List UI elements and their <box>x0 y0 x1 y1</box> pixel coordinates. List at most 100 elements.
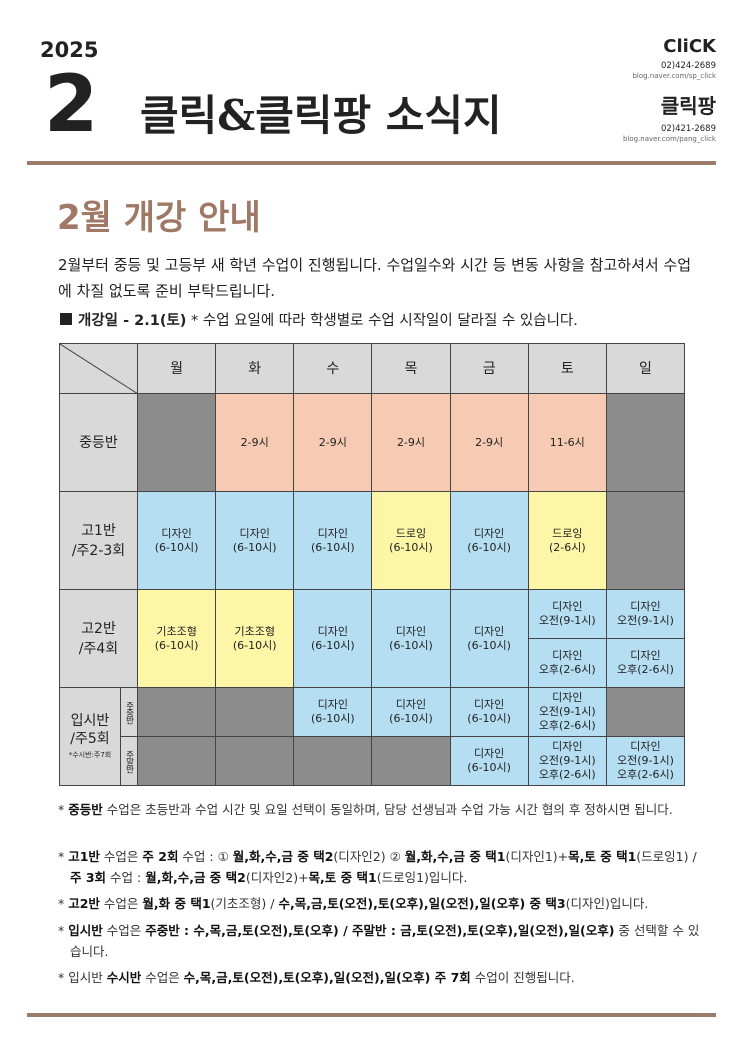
empty-cell <box>605 393 685 492</box>
empty-cell <box>605 687 685 737</box>
section-title: 2월 개강 안내 <box>57 198 261 238</box>
empty-cell <box>215 736 295 786</box>
note-bold: 목,토 중 택1 <box>568 849 637 864</box>
bullet-square <box>60 313 72 325</box>
empty-cell <box>137 736 217 786</box>
subrow-label: 주중반 <box>120 687 138 737</box>
note-text: 수업은 <box>99 896 143 911</box>
phone: 02)421-2689 <box>660 124 716 134</box>
notice-text: * 수업 요일에 따라 학생별로 수업 시작일이 달라질 수 있습니다. <box>191 313 578 329</box>
day-header: 화 <box>215 343 295 394</box>
schedule-cell: 기초조형 (6-10시) <box>215 589 295 688</box>
note-text: 수업은 <box>102 923 146 938</box>
note-text: * <box>58 849 69 864</box>
note-bold: 입시반 <box>68 923 103 938</box>
note-text: * <box>58 896 69 911</box>
brand: CliCK <box>663 36 716 57</box>
note-bold: 주 3회 <box>70 870 107 885</box>
year: 2025 <box>40 38 99 62</box>
note-text: (기초조형) / <box>210 896 279 911</box>
note: * 고1반 수업은 주 2회 수업 : ① 월,화,수,금 중 택2(디자인2)… <box>58 846 710 888</box>
brand: 클릭팡 <box>660 94 716 118</box>
schedule-cell: 11-6시 <box>527 393 607 492</box>
schedule-cell: 디자인 (6-10시) <box>293 491 373 590</box>
note-bold: 수,목,금,토(오전),토(오후),일(오전),일(오후) 주 7회 <box>183 970 471 985</box>
row-label: 고2반 /주4회 <box>59 589 138 688</box>
schedule-cell: 2-9시 <box>449 393 529 492</box>
empty-cell <box>137 393 217 492</box>
note-bold: 중등반 <box>68 802 103 817</box>
day-header: 금 <box>449 343 529 394</box>
row-label: 고1반 /주2-3회 <box>59 491 138 590</box>
schedule-cell: 디자인 오전(9-1시) 오후(2-6시) <box>527 687 607 737</box>
note-text: (디자인2) ② <box>333 849 405 864</box>
note-bold: 고2반 <box>68 896 100 911</box>
note: * 입시반 수업은 주중반 : 수,목,금,토(오전),토(오후) / 주말반 … <box>58 920 710 962</box>
note-bold: 월,화,수,금 중 택2 <box>145 870 246 885</box>
note: * 중등반 수업은 초등반과 수업 시간 및 요일 선택이 동일하며, 담당 선… <box>58 799 710 820</box>
note-text: * 입시반 <box>58 970 107 985</box>
diagonal <box>60 344 138 394</box>
month: 2 <box>44 60 99 150</box>
schedule-cell: 디자인 (6-10시) <box>137 491 217 590</box>
schedule-cell: 기초조형 (6-10시) <box>137 589 217 688</box>
schedule-cell: 디자인 (6-10시) <box>293 687 373 737</box>
day-header: 목 <box>371 343 451 394</box>
schedule-cell: 디자인 오후(2-6시) <box>527 638 607 688</box>
intro: 2월부터 중등 및 고등부 새 학년 수업이 진행됩니다. 수업일수와 시간 등… <box>58 256 692 300</box>
blog: blog.naver.com/sp_click <box>632 72 716 80</box>
schedule-cell: 2-9시 <box>371 393 451 492</box>
empty-cell <box>371 736 451 786</box>
empty-cell <box>605 491 685 590</box>
note-bold: 목,토 중 택1 <box>308 870 377 885</box>
schedule-cell: 디자인 오전(9-1시) 오후(2-6시) <box>527 736 607 786</box>
note-bold: 수,목,금,토(오전),토(오후),일(오전),일(오후) 중 택3 <box>278 896 566 911</box>
schedule-cell: 디자인 오전(9-1시) <box>605 589 685 639</box>
schedule-cell: 드로잉 (2-6시) <box>527 491 607 590</box>
phone: 02)424-2689 <box>660 61 716 71</box>
note-text: 수업 : ① <box>178 849 233 864</box>
schedule-cell: 디자인 (6-10시) <box>449 687 529 737</box>
note-bold: 월,화 중 택1 <box>142 896 211 911</box>
schedule-cell: 디자인 (6-10시) <box>449 589 529 688</box>
day-header: 일 <box>605 343 685 394</box>
note-bold: 주 2회 <box>142 849 179 864</box>
note-bold: 월,화,수,금 중 택2 <box>232 849 334 864</box>
note-text: 중 선택할 수 있습니다. <box>70 923 700 959</box>
empty-cell <box>293 736 373 786</box>
day-header: 월 <box>137 343 217 394</box>
schedule-cell: 디자인 (6-10시) <box>449 491 529 590</box>
note-text: (드로잉1) / <box>636 849 697 864</box>
note-text: 수업 : <box>106 870 146 885</box>
note-bold: 수시반 <box>106 970 142 985</box>
schedule-cell: 디자인 (6-10시) <box>371 687 451 737</box>
schedule-cell: 디자인 (6-10시) <box>215 491 295 590</box>
divider <box>27 161 716 165</box>
empty-cell <box>137 687 217 737</box>
note-bold: 월,화,수,금 중 택1 <box>404 849 506 864</box>
notice: 개강일 - 2.1(토) * 수업 요일에 따라 학생별로 수업 시작일이 달라… <box>78 309 578 330</box>
row-label-text: 입시반 /주5회 <box>70 712 110 747</box>
note-bold: 주중반 : 수,목,금,토(오전),토(오후) / 주말반 : 금,토(오전),… <box>145 923 615 938</box>
note: * 입시반 수시반 수업은 수,목,금,토(오전),토(오후),일(오전),일(… <box>58 967 710 988</box>
day-header: 수 <box>293 343 373 394</box>
row-label-note: *수시반:주7회 <box>68 750 112 759</box>
note-text: (드로잉1)입니다. <box>376 870 468 885</box>
schedule-cell: 디자인 (6-10시) <box>293 589 373 688</box>
note-text: (디자인2)+ <box>245 870 309 885</box>
row-label: 입시반 /주5회 *수시반:주7회 <box>59 687 121 786</box>
schedule-cell: 디자인 (6-10시) <box>449 736 529 786</box>
corner-cell <box>59 343 138 394</box>
subrow-label: 주말반 <box>120 736 138 786</box>
note-text: (디자인1)+ <box>505 849 569 864</box>
schedule-cell: 드로잉 (6-10시) <box>371 491 451 590</box>
schedule-cell: 디자인 오후(2-6시) <box>605 638 685 688</box>
schedule-cell: 2-9시 <box>215 393 295 492</box>
empty-cell <box>215 687 295 737</box>
note-text: * <box>58 802 69 817</box>
note-text: * <box>58 923 69 938</box>
schedule-cell: 2-9시 <box>293 393 373 492</box>
divider <box>27 1013 716 1017</box>
note-bold: 고1반 <box>68 849 100 864</box>
note-text: (디자인)입니다. <box>565 896 649 911</box>
